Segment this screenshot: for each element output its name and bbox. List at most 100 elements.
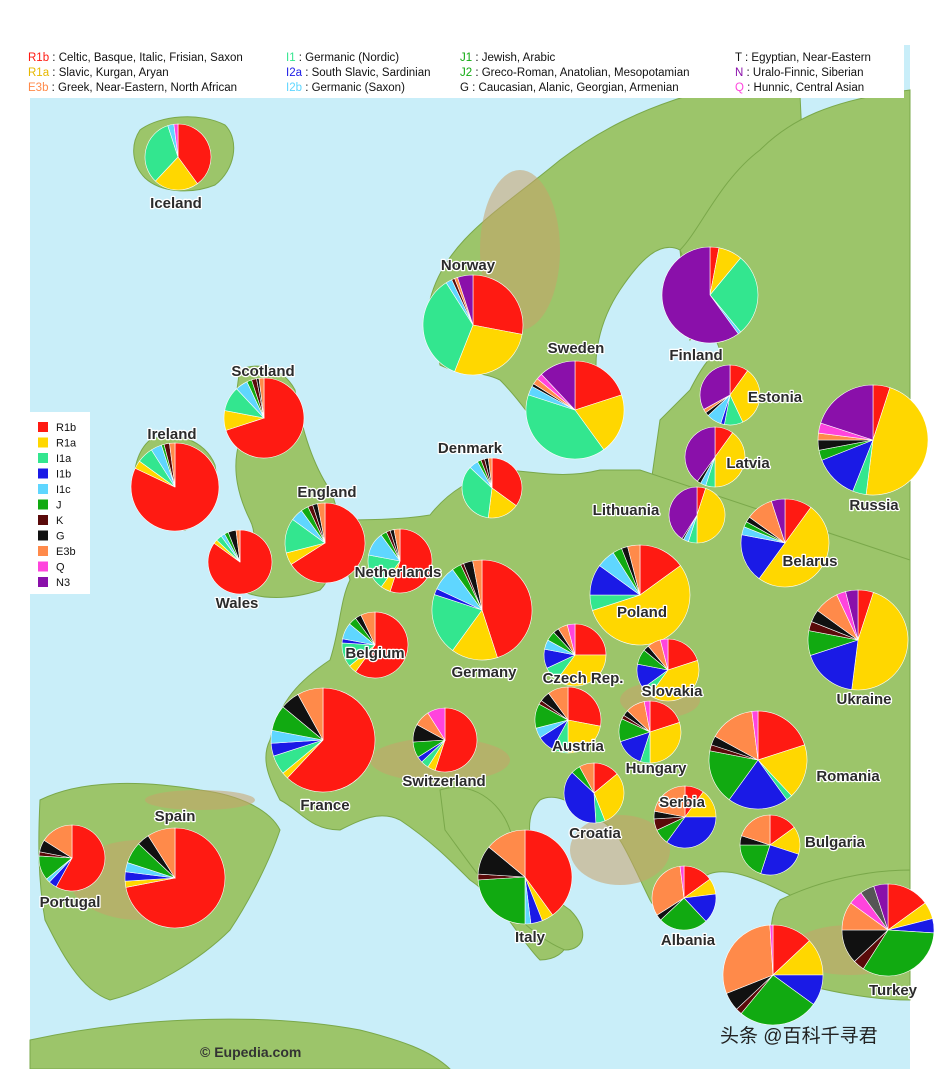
pie-france: [270, 687, 376, 793]
pie-czech-rep: [543, 623, 607, 687]
pie-ireland: [130, 442, 220, 532]
pie-slice-scotland-r1b: [225, 377, 305, 459]
top-legend-desc: : Germanic (Saxon): [302, 82, 405, 94]
country-label-italy: Italy: [515, 929, 546, 946]
country-label-ukraine: Ukraine: [836, 691, 891, 708]
pie-ukraine: [807, 589, 909, 691]
top-legend-entry-i1: I1 : Germanic (Nordic): [286, 52, 399, 64]
side-legend-label-r1b: R1b: [56, 422, 76, 434]
top-legend-code: T: [735, 52, 742, 64]
pie-slice-croatia-i1b: [563, 772, 597, 824]
pie-slice-england-r1b: [290, 502, 366, 584]
side-legend-label-g: G: [56, 531, 65, 543]
country-label-scotland: Scotland: [231, 363, 294, 380]
pie-slice-serbia-e3b: [654, 785, 686, 818]
country-label-finland: Finland: [669, 347, 722, 364]
top-legend-code: J1: [460, 52, 472, 64]
side-legend-swatch-n3: [38, 577, 48, 587]
pie-slice-romania-i1b: [728, 759, 788, 810]
top-legend-code: R1b: [28, 52, 49, 64]
pie-finland: [661, 246, 759, 344]
country-label-austria: Austria: [552, 738, 604, 755]
pie-slice-czech-rep-r1a: [556, 654, 607, 687]
top-legend-desc: : Celtic, Basque, Italic, Frisian, Saxon: [49, 52, 243, 64]
pie-greece: [722, 924, 824, 1026]
pie-netherlands: [367, 528, 433, 594]
top-legend-code: I2b: [286, 82, 302, 94]
pie-slice-croatia-e3b: [579, 762, 595, 794]
pie-slice-slovakia-r1b: [667, 638, 698, 671]
pie-slice-iceland-r1b: [177, 123, 212, 185]
pie-italy: [477, 829, 573, 925]
watermark-text: 头条 @百科千寻君: [720, 1025, 878, 1047]
country-label-sweden: Sweden: [548, 340, 605, 357]
pie-slice-albania-j: [660, 897, 707, 931]
top-legend-entry-j2: J2 : Greco-Roman, Anatolian, Mesopotamia…: [460, 67, 690, 79]
side-legend-swatch-r1a: [38, 437, 48, 448]
pie-slice-ukraine-n3: [845, 589, 859, 641]
pie-slice-russia-r1a: [865, 387, 929, 496]
pie-slice-switzerland-q: [427, 707, 446, 742]
pie-slice-ireland-e3b: [169, 442, 176, 488]
pie-estonia: [699, 364, 761, 426]
country-label-hungary: Hungary: [626, 760, 688, 777]
country-label-slovakia: Slovakia: [642, 683, 704, 700]
pie-slice-austria-r1b: [567, 686, 602, 727]
pie-slice-norway-n3: [457, 274, 474, 326]
top-legend-code: E3b: [28, 82, 48, 94]
pie-slice-denmark-r1b: [491, 457, 523, 507]
country-label-germany: Germany: [451, 664, 517, 681]
pie-slice-belgium-e3b: [360, 611, 376, 646]
pie-slice-norway-r1b: [472, 274, 524, 335]
top-legend-entry-g: G : Caucasian, Alanic, Georgian, Armenia…: [460, 82, 679, 94]
pie-slice-belarus-r1a: [758, 506, 830, 588]
pie-slice-germany-r1b: [481, 559, 533, 658]
pie-slice-hungary-r1a: [649, 722, 682, 764]
top-legend-entry-r1a: R1a : Slavic, Kurgan, Aryan: [28, 67, 169, 79]
top-legend-desc: : Jewish, Arabic: [472, 52, 555, 64]
pie-latvia: [684, 426, 746, 488]
pie-croatia: [563, 762, 625, 824]
top-legend-desc: : Uralo-Finnic, Siberian: [743, 67, 863, 79]
top-legend-entry-i2b: I2b : Germanic (Saxon): [286, 82, 405, 94]
country-label-denmark: Denmark: [438, 440, 503, 457]
pie-slice-finland-n3: [661, 246, 739, 344]
pie-norway: [422, 274, 524, 376]
side-legend-swatch-i1a: [38, 453, 48, 463]
country-label-russia: Russia: [849, 497, 899, 514]
pie-slice-germany-e3b: [472, 559, 483, 611]
side-legend-swatch-k: [38, 515, 48, 525]
side-legend-swatch-e3b: [38, 546, 48, 556]
pie-slice-serbia-i1b: [666, 816, 717, 849]
pie-slice-czech-rep-q: [566, 623, 576, 656]
relief-pyrenees: [145, 790, 255, 810]
pie-slice-russia-n3: [820, 384, 874, 441]
pie-slice-spain-e3b: [147, 827, 176, 880]
pie-slice-iceland-i1a: [144, 125, 179, 182]
side-legend-label-q: Q: [56, 562, 65, 574]
side-legend-label-r1a: R1a: [56, 438, 77, 450]
pie-slice-slovakia-q: [659, 638, 669, 671]
country-label-czech-rep: Czech Rep.: [543, 670, 624, 687]
top-legend: R1b : Celtic, Basque, Italic, Frisian, S…: [28, 52, 871, 94]
pie-slice-ukraine-r1a: [851, 592, 909, 691]
pie-spain: [124, 827, 226, 929]
pie-poland: [589, 544, 691, 646]
top-legend-code: G: [460, 82, 469, 94]
side-legend-swatch-i1c: [38, 484, 48, 494]
pie-serbia: [653, 785, 717, 849]
pie-england: [284, 502, 366, 584]
pie-slice-belgium-r1b: [355, 611, 409, 679]
pie-slice-albania-e3b: [651, 865, 685, 916]
pie-slice-poland-e3b: [627, 544, 641, 596]
pie-slice-scotland-e3b: [258, 377, 265, 419]
pie-slice-latvia-r1a: [714, 432, 746, 488]
pie-slice-denmark-i1a: [461, 467, 493, 519]
side-legend: R1b R1a I1a I1b I1c JKG E3b Q N3: [38, 422, 77, 589]
credit-text: © Eupedia.com: [200, 1044, 301, 1060]
pie-bulgaria: [739, 814, 801, 876]
pie-slice-belarus-i1b: [740, 534, 786, 580]
country-label-belgium: Belgium: [345, 645, 404, 662]
side-legend-label-n3: N3: [56, 577, 70, 589]
